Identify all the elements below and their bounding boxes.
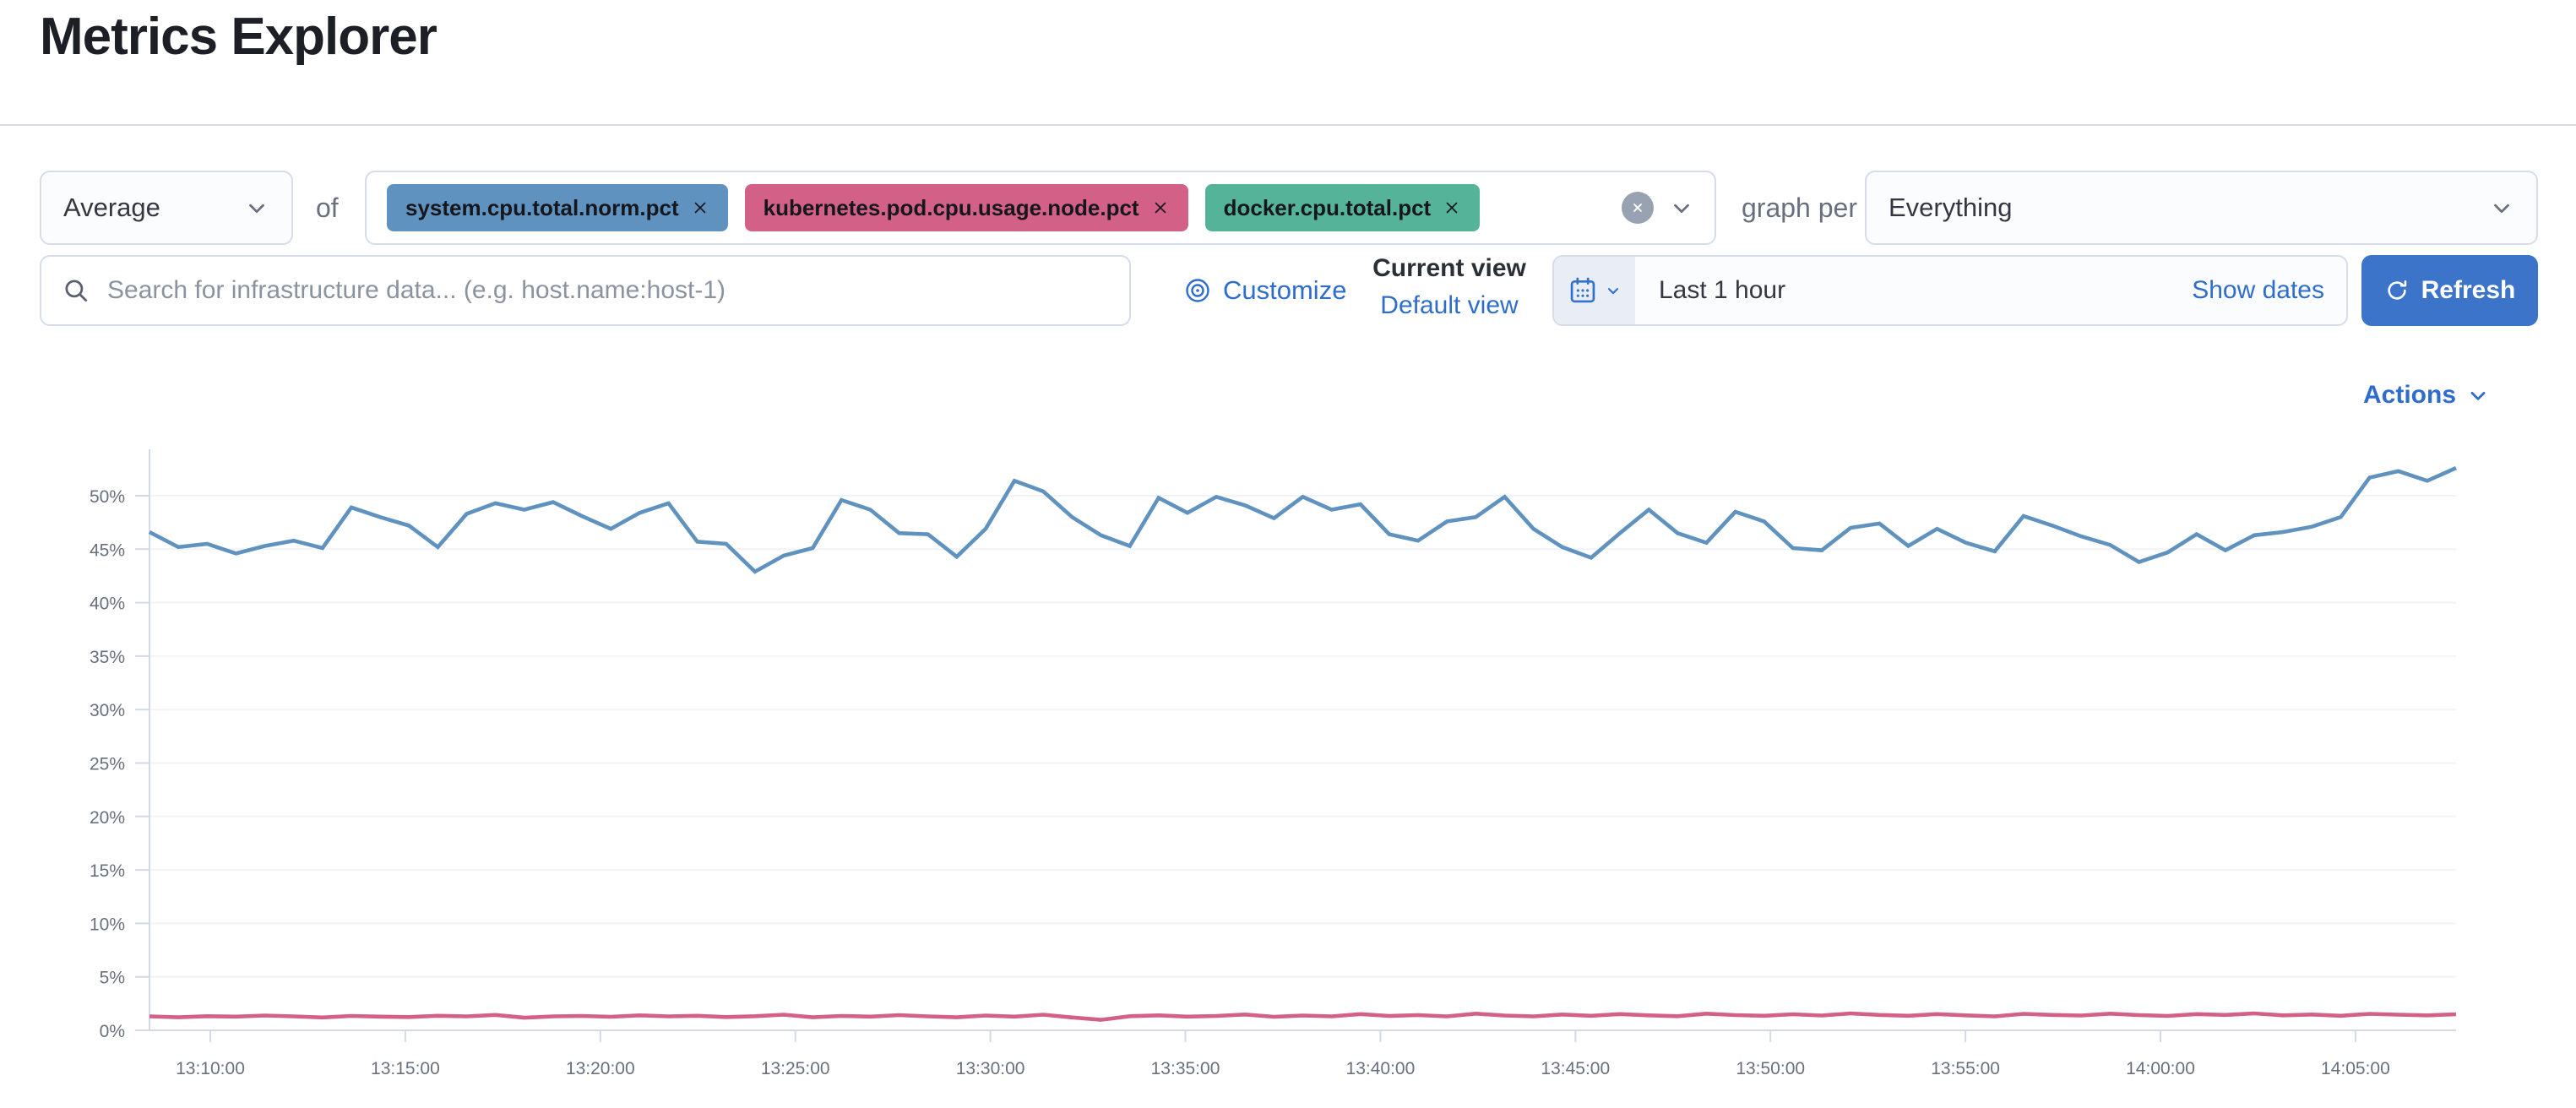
y-tick-label: 45% xyxy=(90,540,125,560)
x-tick-label: 13:45:00 xyxy=(1541,1059,1610,1078)
x-tick-label: 13:40:00 xyxy=(1346,1059,1416,1078)
graph-per-value: Everything xyxy=(1889,193,2013,222)
x-tick-label: 13:55:00 xyxy=(1931,1059,2000,1078)
aggregation-select[interactable]: Average xyxy=(40,171,293,245)
x-tick-label: 13:35:00 xyxy=(1151,1059,1220,1078)
of-label: of xyxy=(316,192,339,223)
x-tick-label: 13:50:00 xyxy=(1736,1059,1805,1078)
show-dates-link[interactable]: Show dates xyxy=(2192,276,2324,304)
customize-button[interactable]: Customize xyxy=(1184,255,1346,326)
y-tick-label: 10% xyxy=(90,915,125,934)
remove-metric-icon[interactable] xyxy=(1151,198,1170,217)
x-tick-label: 14:00:00 xyxy=(2126,1059,2195,1078)
time-range-picker: Last 1 hour Show dates xyxy=(1552,255,2348,326)
metric-pill-label: kubernetes.pod.cpu.usage.node.pct xyxy=(763,194,1139,220)
y-tick-label: 0% xyxy=(100,1022,125,1041)
x-tick-label: 13:25:00 xyxy=(761,1059,830,1078)
y-tick-label: 30% xyxy=(90,701,125,720)
metric-pill-label: docker.cpu.total.pct xyxy=(1223,194,1432,220)
metric-pill[interactable]: kubernetes.pod.cpu.usage.node.pct xyxy=(744,184,1188,231)
infra-search-box xyxy=(40,255,1131,326)
customize-label: Customize xyxy=(1223,275,1347,305)
x-tick-label: 13:15:00 xyxy=(371,1059,440,1078)
x-tick-label: 13:30:00 xyxy=(956,1059,1025,1078)
refresh-icon xyxy=(2387,280,2406,300)
metrics-chart[interactable]: 0% 5% 10% 15% 20% 25% 30% 35% 40% 45% 50% 13:10:00 1… xyxy=(76,449,2483,1101)
chevron-down-icon[interactable] xyxy=(1669,195,1694,220)
time-range-value[interactable]: Last 1 hour xyxy=(1659,276,1786,304)
metrics-chart-svg: 0% 5% 10% 15% 20% 25% 30% 35% 40% 45% 50% 13:10:00 1… xyxy=(90,449,2457,1078)
search-icon xyxy=(65,280,88,302)
page-title: Metrics Explorer xyxy=(40,8,437,66)
graph-per-label: graph per xyxy=(1742,192,1857,223)
y-tick-label: 35% xyxy=(90,648,125,667)
actions-menu-button[interactable]: Actions xyxy=(2363,378,2490,412)
chevron-down-icon xyxy=(2494,204,2509,214)
view-switcher: Current view Default view xyxy=(1358,250,1541,324)
aggregation-value: Average xyxy=(63,193,160,222)
chevron-down-icon xyxy=(1607,288,1619,295)
metric-field[interactable]: system.cpu.total.norm.pct kubernetes.pod.… xyxy=(365,171,1716,245)
remove-metric-icon[interactable] xyxy=(1443,198,1461,217)
metric-pill[interactable]: system.cpu.total.norm.pct xyxy=(387,184,728,231)
bullseye-icon xyxy=(1186,279,1209,302)
remove-metric-icon[interactable] xyxy=(691,198,709,217)
close-icon xyxy=(1633,204,1642,212)
infra-search-input[interactable] xyxy=(106,275,1109,306)
series-line-kubernetes.pod.cpu.usage.node.pct xyxy=(149,1011,2457,1022)
header-divider xyxy=(0,124,2576,126)
actions-label: Actions xyxy=(2363,381,2457,409)
x-tick-label: 14:05:00 xyxy=(2321,1059,2390,1078)
refresh-button[interactable]: Refresh xyxy=(2361,255,2538,326)
calendar-icon xyxy=(1570,277,1595,303)
y-tick-label: 50% xyxy=(90,487,125,507)
x-tick-label: 13:10:00 xyxy=(176,1059,245,1078)
chevron-down-icon xyxy=(2470,391,2486,400)
y-tick-label: 15% xyxy=(90,861,125,881)
default-view-link[interactable]: Default view xyxy=(1380,291,1519,319)
metric-pill[interactable]: docker.cpu.total.pct xyxy=(1204,184,1481,231)
x-tick-label: 13:20:00 xyxy=(566,1059,635,1078)
metric-pill-list: system.cpu.total.norm.pct kubernetes.pod.… xyxy=(387,184,1481,231)
y-tick-label: 5% xyxy=(100,969,125,988)
y-tick-label: 20% xyxy=(90,808,125,828)
series-line-system.cpu.total.norm.pct xyxy=(148,465,2457,574)
y-tick-label: 40% xyxy=(90,595,125,614)
graph-per-select[interactable]: Everything xyxy=(1865,171,2538,245)
calendar-menu-button[interactable] xyxy=(1554,257,1635,324)
refresh-label: Refresh xyxy=(2421,276,2516,304)
chevron-down-icon xyxy=(249,204,264,214)
metric-pill-label: system.cpu.total.norm.pct xyxy=(405,194,679,220)
current-view-label: Current view xyxy=(1372,254,1526,282)
y-tick-label: 25% xyxy=(90,755,125,774)
clear-metrics-button[interactable] xyxy=(1622,192,1654,224)
